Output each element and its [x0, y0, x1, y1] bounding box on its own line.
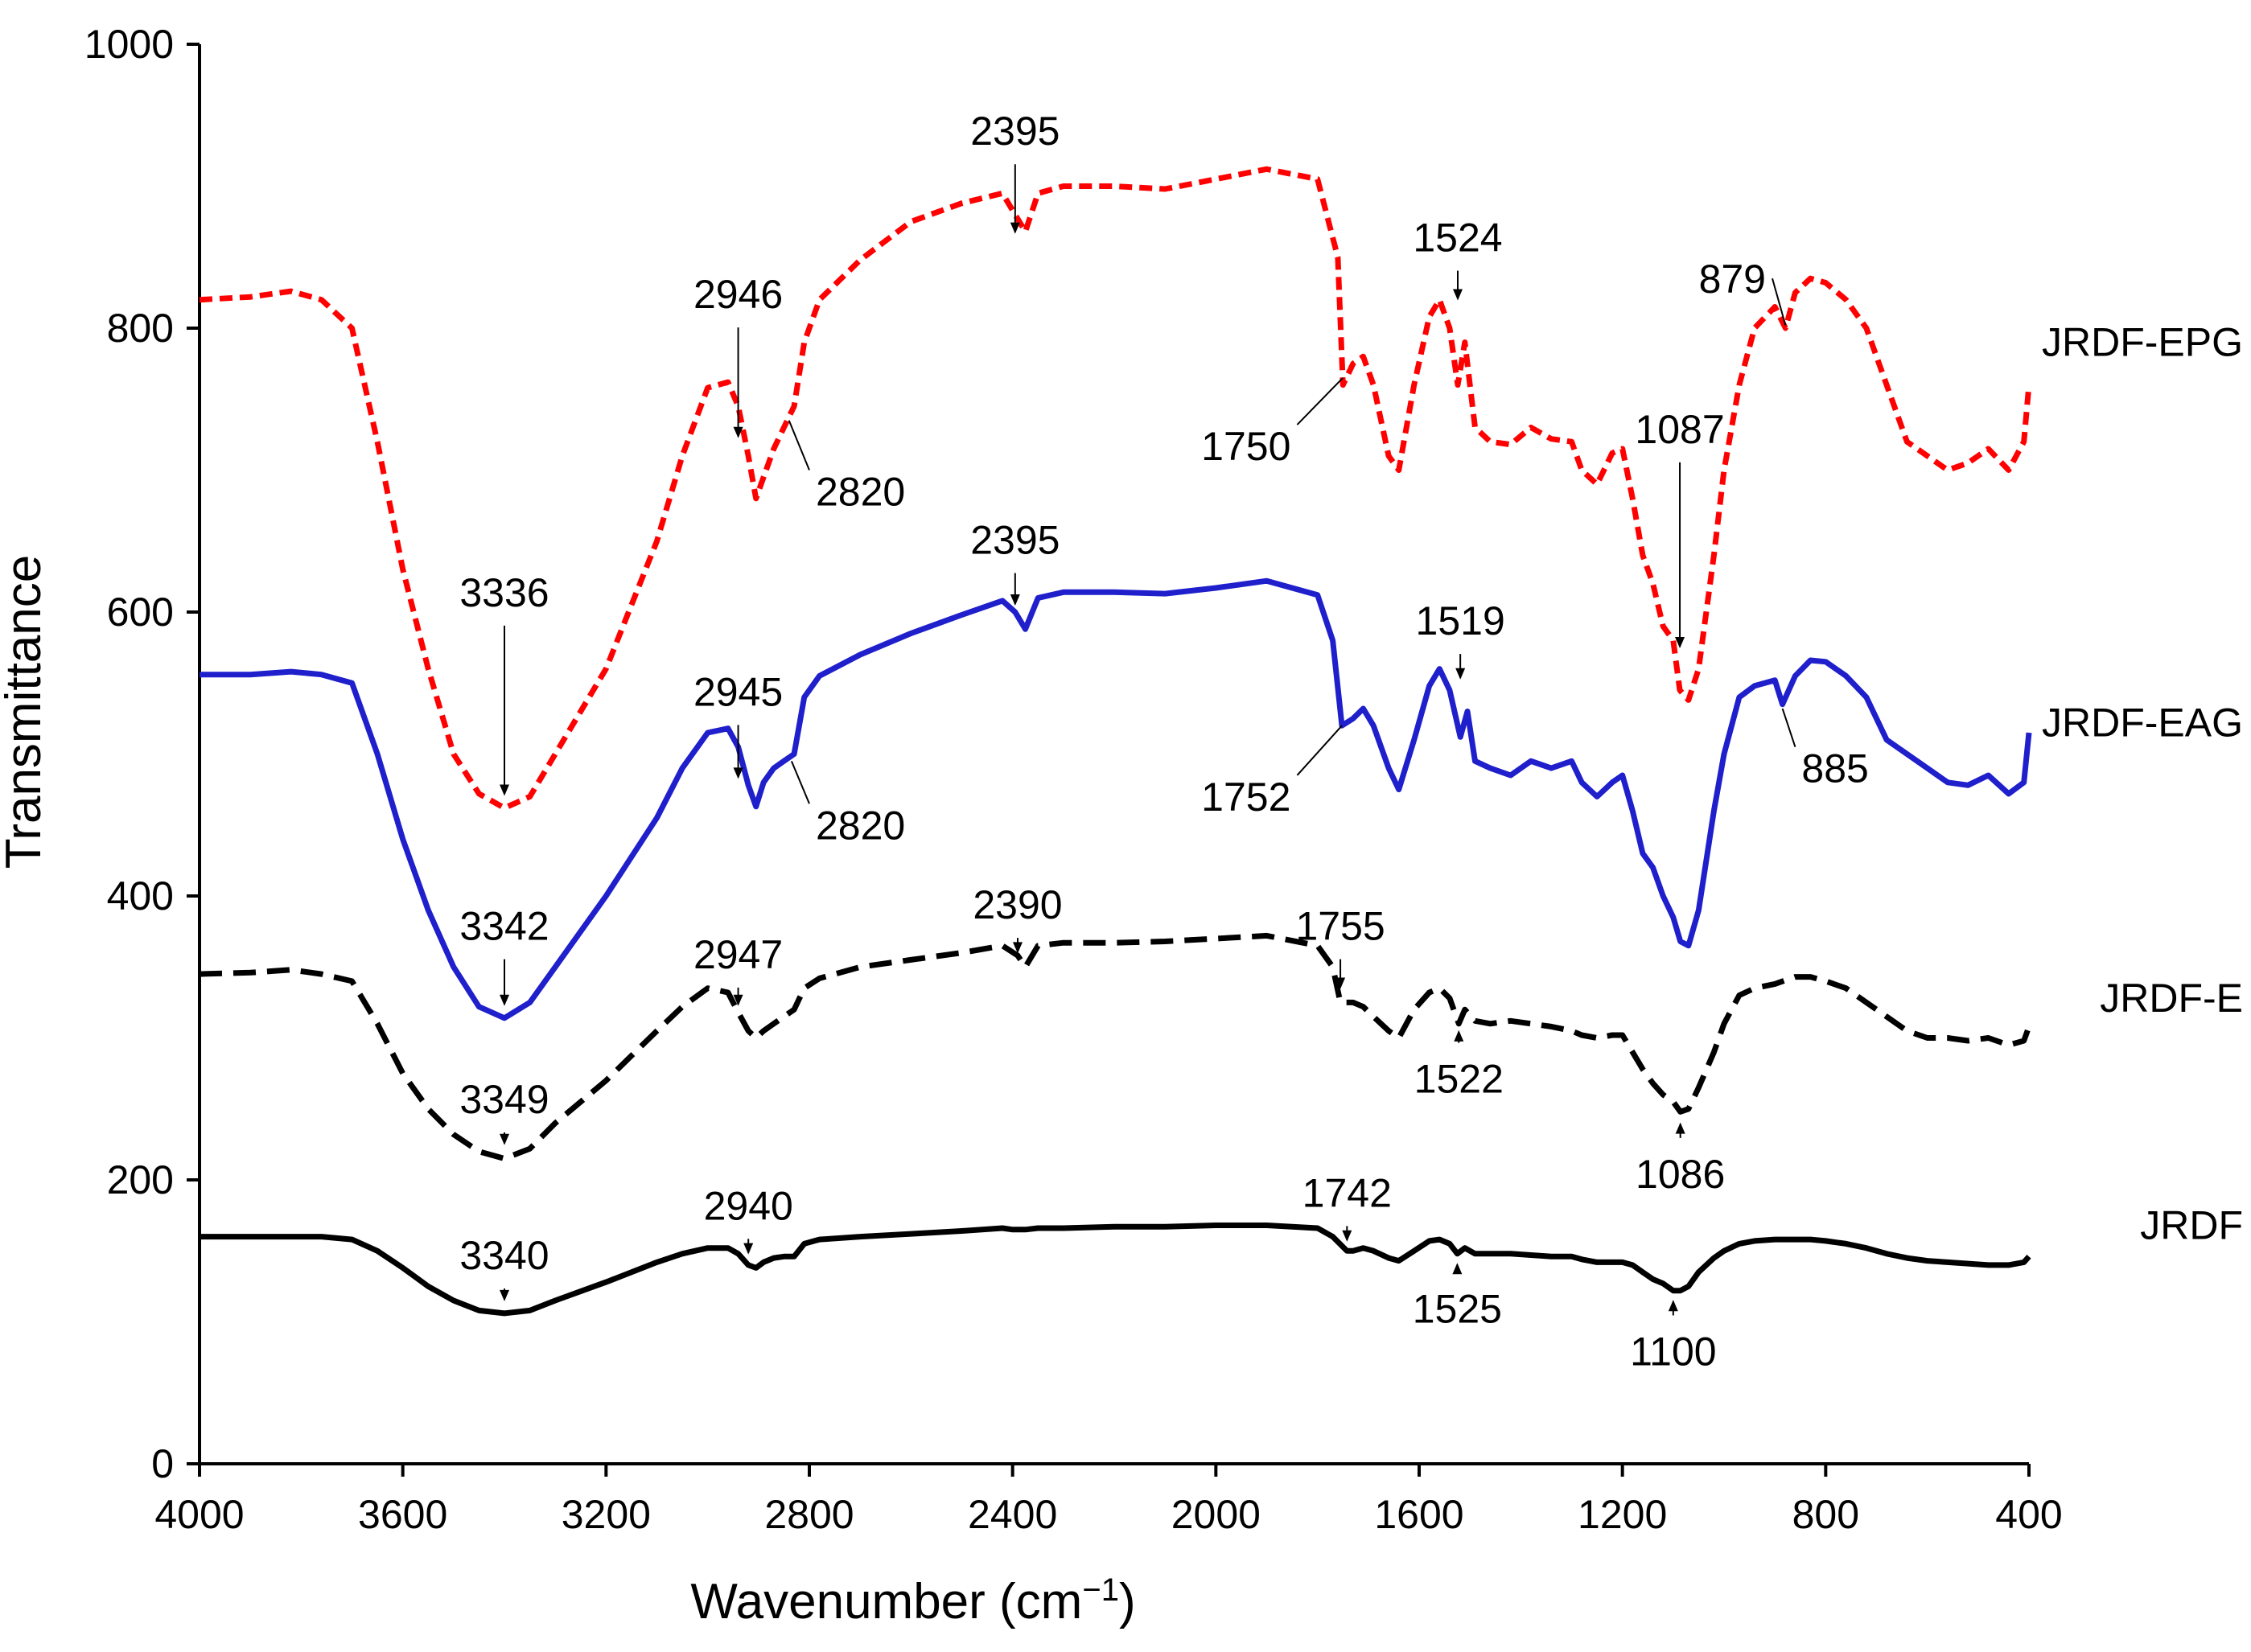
- peak-annotation-1742: 1742: [1302, 1170, 1392, 1215]
- peak-annotation-3349: 3349: [459, 1077, 549, 1122]
- series-line-jrdf-eag: [200, 577, 2032, 1021]
- series-label-jrdf-epg: JRDF-EPG: [2042, 320, 2243, 365]
- annotation-arrowhead: [743, 1243, 754, 1255]
- peak-annotation-2395: 2395: [970, 518, 1060, 563]
- y-tick-label: 1000: [84, 22, 174, 67]
- y-tick-label: 600: [107, 590, 174, 635]
- annotation-arrowhead: [1335, 977, 1346, 989]
- annotation-arrowhead: [1010, 222, 1020, 234]
- x-tick-label: 3600: [358, 1492, 447, 1537]
- x-axis-title-superscript: −1: [1082, 1572, 1119, 1608]
- x-tick-label: 1200: [1578, 1492, 1667, 1537]
- peak-annotation-2395: 2395: [970, 109, 1060, 154]
- annotation-arrowhead: [500, 1289, 509, 1301]
- series-layer: [199, 166, 2032, 1317]
- series-line-jrdf-e: [199, 932, 2032, 1161]
- annotation-leader: [1772, 277, 1787, 326]
- annotation-arrowhead: [1455, 668, 1466, 680]
- peak-annotation-3342: 3342: [459, 904, 549, 949]
- axes: 0 200 400 600 800 1000 4000 3600 3200 2800 2400 200…: [84, 22, 2063, 1537]
- annotation-arrowhead: [1668, 1300, 1678, 1312]
- annotation-arrowhead: [500, 784, 509, 796]
- annotation-leader: [1296, 725, 1343, 776]
- x-tick-label: 3200: [562, 1492, 651, 1537]
- annotation-arrowhead: [733, 994, 743, 1006]
- x-tick-label: 4000: [154, 1492, 244, 1537]
- annotation-arrowhead: [733, 426, 743, 438]
- x-tick-label: 400: [1995, 1492, 2062, 1537]
- series-label-layer: JRDF-EPG JRDF-EAG JRDF-E JRDF: [2042, 320, 2243, 1248]
- peak-annotation-2940: 2940: [704, 1183, 793, 1228]
- annotation-arrowhead: [500, 1133, 509, 1145]
- annotation-arrowhead: [500, 994, 509, 1006]
- peak-annotation-1524: 1524: [1413, 216, 1502, 261]
- peak-annotation-3340: 3340: [459, 1233, 549, 1278]
- x-tick-label: 2400: [968, 1492, 1057, 1537]
- annotation-arrowhead: [1675, 636, 1685, 648]
- peak-annotation-879: 879: [1699, 257, 1766, 302]
- annotation-arrowhead: [1012, 942, 1023, 954]
- annotation-layer: 2395 2946 2820 1524 879 1750 1087 3336 2395 1519 2…: [459, 109, 1868, 1374]
- peak-annotation-1752: 1752: [1201, 775, 1290, 820]
- x-tick-label: 2000: [1171, 1492, 1261, 1537]
- peak-annotation-1087: 1087: [1635, 407, 1724, 452]
- y-tick-label: 200: [107, 1157, 174, 1202]
- y-tick-label: 0: [151, 1441, 174, 1486]
- annotation-arrowhead: [1452, 1263, 1463, 1275]
- annotation-arrowhead: [1010, 594, 1020, 606]
- peak-annotation-2945: 2945: [693, 669, 783, 714]
- y-tick-label: 400: [107, 873, 174, 918]
- peak-annotation-3336: 3336: [459, 570, 549, 615]
- annotation-arrowhead: [1454, 1029, 1464, 1042]
- annotation-arrowhead: [1453, 289, 1463, 301]
- peak-annotation-1522: 1522: [1414, 1057, 1504, 1102]
- x-tick-label: 2800: [764, 1492, 854, 1537]
- annotation-arrowhead: [1342, 1230, 1352, 1242]
- peak-annotation-2820: 2820: [816, 470, 905, 515]
- series-label-jrdf: JRDF: [2140, 1202, 2243, 1247]
- annotation-leader: [1781, 708, 1796, 747]
- peak-annotation-1525: 1525: [1413, 1287, 1502, 1332]
- annotation-arrowhead: [1675, 1122, 1685, 1134]
- x-tick-label: 800: [1792, 1492, 1859, 1537]
- peak-annotation-1086: 1086: [1636, 1152, 1725, 1197]
- series-label-jrdf-e: JRDF-E: [2100, 976, 2243, 1021]
- series-label-jrdf-eag: JRDF-EAG: [2042, 701, 2243, 746]
- peak-annotation-2390: 2390: [973, 882, 1062, 927]
- series-line-jrdf-epg: [199, 166, 2032, 812]
- series-line-jrdf: [200, 1223, 2031, 1317]
- peak-annotation-1750: 1750: [1201, 424, 1290, 469]
- peak-annotation-1519: 1519: [1416, 598, 1505, 643]
- y-tick-label: 800: [107, 306, 174, 351]
- peak-annotation-2820: 2820: [816, 803, 905, 848]
- peak-annotation-1755: 1755: [1295, 904, 1385, 949]
- peak-annotation-2946: 2946: [693, 272, 783, 317]
- annotation-leader: [1296, 377, 1344, 425]
- x-axis-title-close: ): [1119, 1574, 1136, 1629]
- peak-annotation-2947: 2947: [693, 932, 783, 977]
- x-axis-title-main: Wavenumber (cm: [690, 1574, 1082, 1629]
- annotation-arrowhead: [733, 767, 743, 779]
- peak-annotation-885: 885: [1801, 746, 1868, 791]
- annotation-leader: [788, 420, 810, 471]
- y-axis-title: Transmittance: [0, 555, 51, 869]
- x-tick-label: 1600: [1374, 1492, 1463, 1537]
- annotation-leader: [790, 760, 810, 804]
- peak-annotation-1100: 1100: [1630, 1329, 1717, 1375]
- x-axis-title: Wavenumber (cm−1): [690, 1572, 1135, 1629]
